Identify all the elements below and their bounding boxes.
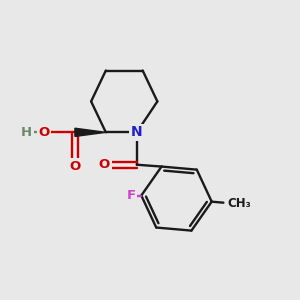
- Text: F: F: [126, 189, 136, 202]
- Polygon shape: [75, 128, 106, 136]
- Text: O: O: [69, 160, 80, 173]
- Text: N: N: [131, 125, 142, 139]
- Text: H: H: [21, 126, 32, 139]
- Text: CH₃: CH₃: [228, 196, 252, 210]
- Text: O: O: [99, 158, 110, 171]
- Text: O: O: [38, 126, 50, 139]
